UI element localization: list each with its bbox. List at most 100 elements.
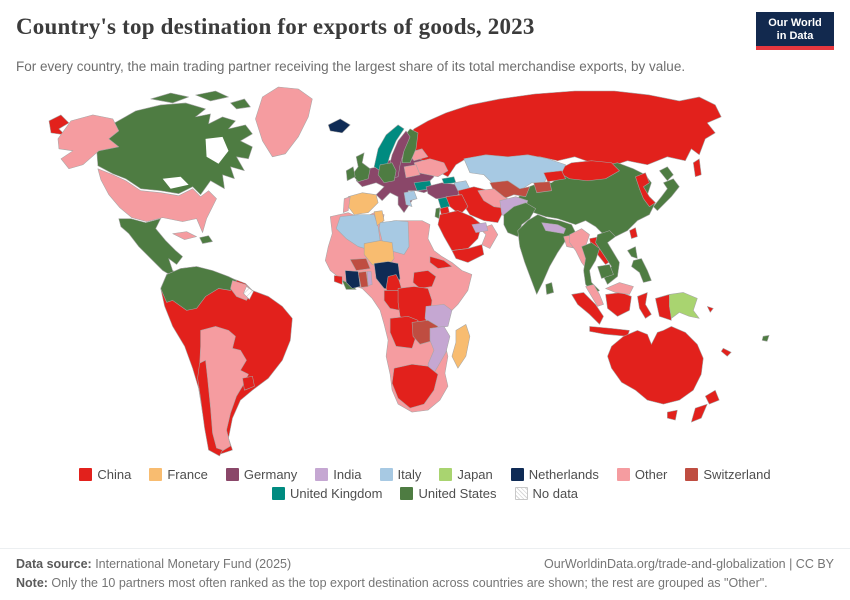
- country-angola[interactable]: [389, 315, 419, 349]
- country-tasmania[interactable]: [667, 409, 678, 421]
- country-japan-hokkaido[interactable]: [659, 166, 674, 181]
- country-germany[interactable]: [377, 162, 397, 183]
- legend-swatch-icon: [271, 486, 285, 500]
- country-eritrea[interactable]: [429, 256, 453, 269]
- country-ivory-coast[interactable]: [344, 270, 361, 289]
- great-lakes: [162, 176, 189, 189]
- country-mongolia[interactable]: [555, 160, 620, 181]
- country-philippines-north[interactable]: [627, 246, 638, 259]
- country-thailand[interactable]: [581, 242, 600, 295]
- country-indonesia-papua[interactable]: [655, 294, 672, 321]
- country-uae[interactable]: [471, 222, 489, 233]
- country-ireland[interactable]: [345, 166, 356, 181]
- legend-item-united-kingdom[interactable]: United Kingdom: [271, 485, 383, 501]
- country-indonesia-sumatra[interactable]: [571, 292, 604, 325]
- country-greenland[interactable]: [255, 86, 313, 157]
- country-mozambique[interactable]: [427, 325, 451, 377]
- country-india[interactable]: [517, 214, 576, 295]
- legend-item-switzerland[interactable]: Switzerland: [685, 467, 771, 482]
- country-uruguay[interactable]: [242, 375, 255, 391]
- country-tunisia[interactable]: [373, 210, 385, 226]
- country-malaysia-peninsula[interactable]: [585, 284, 604, 307]
- country-malaysia-borneo[interactable]: [605, 282, 634, 295]
- country-japan-honshu[interactable]: [653, 178, 680, 211]
- country-saudi-arabia[interactable]: [437, 210, 483, 251]
- country-new-zealand-north[interactable]: [704, 389, 720, 405]
- country-canada-islands-1[interactable]: [150, 92, 189, 104]
- legend-item-netherlands[interactable]: Netherlands: [510, 466, 599, 482]
- country-pakistan[interactable]: [503, 202, 536, 237]
- country-new-zealand-south[interactable]: [691, 403, 708, 423]
- country-sakhalin[interactable]: [693, 158, 702, 177]
- owid-link[interactable]: OurWorldinData.org/trade-and-globalizati…: [544, 557, 834, 571]
- country-colombia-venezuela-ecuador[interactable]: [160, 266, 237, 311]
- data-source-label: Data source:: [16, 557, 92, 571]
- legend-item-united-states[interactable]: United States: [400, 486, 497, 501]
- country-indonesia-sulawesi[interactable]: [637, 292, 652, 319]
- legend-swatch-icon: [400, 486, 414, 500]
- country-greece[interactable]: [403, 190, 418, 207]
- country-yemen[interactable]: [451, 244, 485, 263]
- country-cambodia[interactable]: [597, 264, 614, 279]
- header: Country's top destination for exports of…: [16, 12, 834, 51]
- legend-item-china[interactable]: China: [79, 467, 131, 482]
- country-mexico-central-america[interactable]: [118, 218, 187, 284]
- data-source: Data source: International Monetary Fund…: [16, 557, 291, 571]
- country-nepal[interactable]: [541, 222, 566, 234]
- country-usa[interactable]: [97, 168, 217, 233]
- country-south-sudan[interactable]: [412, 270, 437, 289]
- legend-label: United Kingdom: [289, 485, 383, 501]
- legend-swatch-icon: [439, 467, 453, 481]
- country-chile[interactable]: [197, 359, 223, 457]
- country-hispaniola[interactable]: [199, 235, 213, 244]
- owid-logo[interactable]: Our World in Data: [756, 12, 834, 51]
- country-australia[interactable]: [607, 325, 704, 405]
- legend-item-italy[interactable]: Italy: [379, 467, 421, 482]
- country-togo[interactable]: [366, 271, 373, 286]
- country-kyrgyzstan[interactable]: [543, 170, 566, 182]
- country-koreas[interactable]: [635, 172, 656, 207]
- country-iceland[interactable]: [327, 118, 351, 133]
- country-philippines-south[interactable]: [631, 258, 652, 283]
- legend-label: Japan: [457, 466, 493, 482]
- country-canada[interactable]: [95, 102, 253, 195]
- country-indonesia-java[interactable]: [589, 325, 630, 337]
- country-baltics[interactable]: [403, 164, 421, 178]
- country-tajikistan[interactable]: [533, 181, 552, 193]
- legend-item-india[interactable]: India: [315, 467, 362, 482]
- country-madagascar[interactable]: [451, 323, 471, 369]
- country-papua-new-guinea[interactable]: [669, 292, 700, 319]
- country-fiji[interactable]: [761, 334, 770, 342]
- choropleth-svg: [48, 86, 770, 457]
- legend-label: Other: [634, 466, 668, 482]
- legend-label: Netherlands: [528, 466, 599, 482]
- legend-item-japan[interactable]: Japan: [439, 466, 493, 482]
- legend-item-germany[interactable]: Germany: [225, 467, 297, 482]
- country-indonesia-kalimantan[interactable]: [605, 292, 632, 317]
- legend-item-france[interactable]: France: [149, 467, 208, 482]
- country-united-kingdom[interactable]: [351, 152, 371, 182]
- country-burkina-faso[interactable]: [349, 258, 371, 271]
- legend-item-other[interactable]: Other: [616, 466, 668, 482]
- country-iraq[interactable]: [445, 194, 469, 215]
- legend-item-no-data[interactable]: No data: [514, 486, 578, 501]
- country-russia[interactable]: [397, 90, 722, 177]
- country-south-africa[interactable]: [391, 363, 439, 409]
- country-alaska[interactable]: [57, 114, 120, 169]
- country-sierra-leone[interactable]: [333, 275, 343, 285]
- country-solomon-islands[interactable]: [706, 305, 714, 313]
- country-ghana[interactable]: [357, 271, 369, 288]
- country-new-caledonia[interactable]: [720, 347, 732, 357]
- country-taiwan[interactable]: [629, 227, 638, 239]
- country-canada-islands-3[interactable]: [230, 98, 251, 110]
- country-cuba[interactable]: [172, 231, 197, 240]
- country-french-guiana[interactable]: [243, 286, 254, 300]
- country-ukraine[interactable]: [413, 158, 449, 177]
- country-kazakhstan[interactable]: [463, 154, 566, 191]
- country-spain[interactable]: [347, 192, 379, 215]
- country-vietnam[interactable]: [595, 230, 620, 285]
- country-canada-islands-2[interactable]: [195, 90, 229, 102]
- country-portugal[interactable]: [342, 196, 351, 213]
- country-russia-east-tip[interactable]: [48, 114, 70, 135]
- country-sri-lanka[interactable]: [545, 282, 554, 295]
